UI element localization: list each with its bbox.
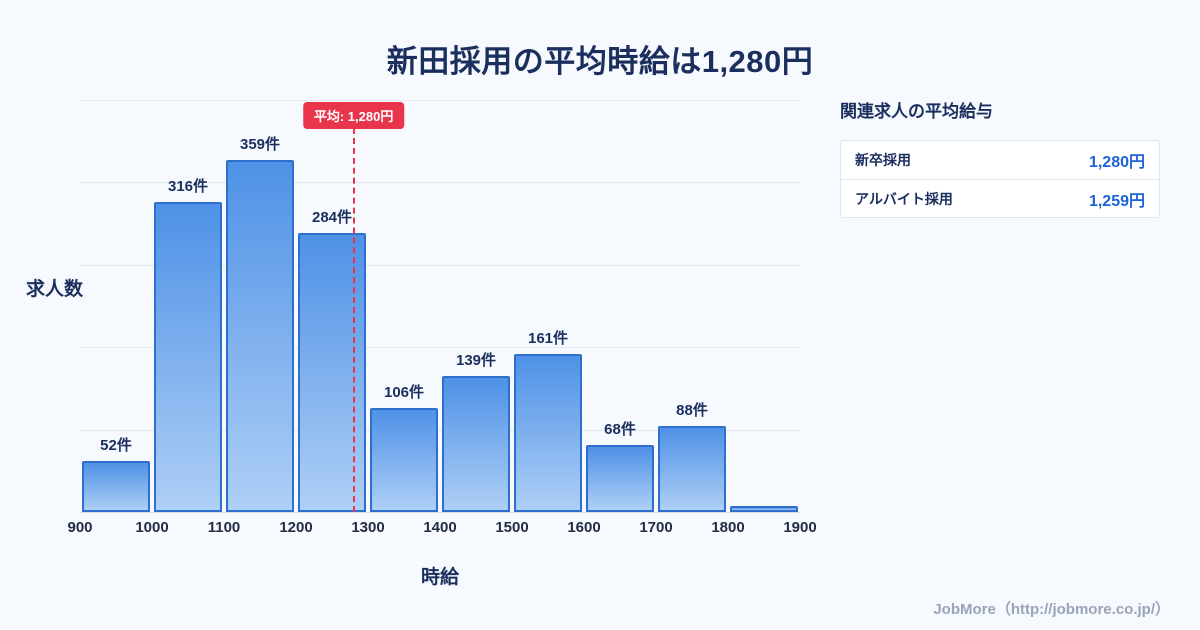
gridline [80, 347, 800, 349]
gridline [80, 182, 800, 184]
bar-value-label: 88件 [676, 401, 708, 419]
x-axis-tick-label: 1900 [783, 519, 817, 536]
x-axis-tick-label: 1100 [207, 519, 241, 536]
gridline [80, 100, 800, 101]
y-axis-label: 求人数 [26, 279, 84, 300]
salary-row: 新卒採用 1,280円 [841, 141, 1159, 179]
salary-card: 新卒採用 1,280円 アルバイト採用 1,259円 [840, 140, 1160, 218]
bar-value-label: 106件 [383, 384, 425, 402]
x-axis-tick-label: 1000 [135, 519, 169, 536]
histogram-bar [514, 354, 582, 512]
x-axis-tick-label: 1700 [639, 519, 673, 536]
page-title: 新田採用の平均時給は1,280円 [386, 44, 814, 79]
bar-value-label: 139件 [455, 351, 497, 369]
bar-value-label: 68件 [604, 421, 636, 439]
gridline [80, 264, 800, 266]
histogram-bar [226, 159, 294, 512]
histogram-bar [82, 461, 150, 512]
bar-value-label: 284件 [311, 209, 353, 227]
x-axis-tick-label: 1200 [279, 519, 313, 536]
bar-value-label: 316件 [167, 178, 209, 196]
salary-row-label: アルバイト採用 [855, 190, 953, 207]
x-axis-tick-label: 1800 [711, 519, 745, 536]
chart-plot: 平均: 1,280円 52件 316件 359件 284件 106件 139件 161件 68… [67, 100, 817, 536]
x-axis-tick-label: 1500 [495, 519, 529, 536]
bar-value-label: 359件 [239, 135, 281, 153]
histogram-bar [154, 202, 222, 512]
salary-row-value: 1,259円 [1088, 192, 1145, 210]
side-panel: 関連求人の平均給与 新卒採用 1,280円 アルバイト採用 1,259円 [840, 97, 1160, 218]
side-panel-heading: 関連求人の平均給与 [840, 102, 993, 121]
salary-row-label: 新卒採用 [855, 152, 911, 168]
average-label: 平均: 1,280円 [302, 102, 405, 129]
x-axis-tick-label: 900 [67, 519, 93, 536]
gridline [80, 429, 800, 431]
histogram-bar [586, 445, 654, 512]
histogram-bar [658, 425, 726, 512]
x-axis-label: 時給 [420, 567, 459, 588]
salary-row: アルバイト採用 1,259円 [841, 179, 1159, 217]
x-axis-tick-label: 1300 [351, 519, 385, 536]
footer-credit: JobMore（http://jobmore.co.jp/） [933, 601, 1170, 618]
histogram-bar [298, 233, 366, 512]
histogram-bar [442, 375, 510, 512]
bar-value-label: 52件 [100, 437, 132, 454]
salary-row-value: 1,280円 [1088, 154, 1145, 171]
x-axis-tick-label: 1400 [423, 519, 457, 536]
average-line [352, 128, 355, 512]
histogram-bar [370, 408, 438, 512]
histogram-bar [730, 506, 798, 512]
bar-value-label: 161件 [527, 330, 569, 348]
x-axis-tick-label: 1600 [567, 519, 601, 536]
